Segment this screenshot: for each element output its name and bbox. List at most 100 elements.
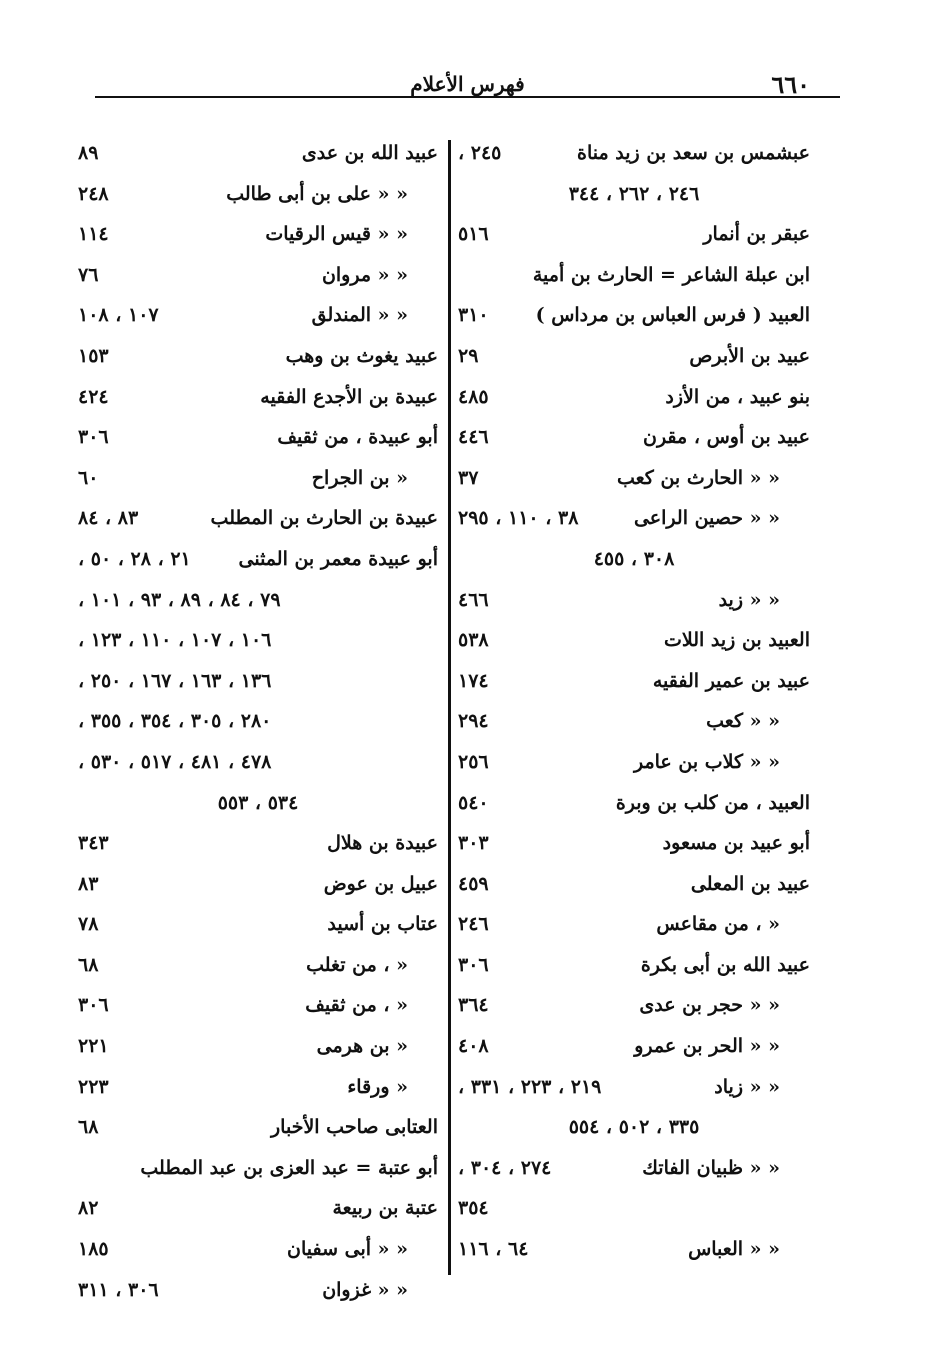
page-references: ٣٤٣	[78, 832, 109, 855]
entry-name: العبيد ( فرس العباس بن مرداس )	[535, 304, 810, 327]
index-continuation-line: ٣٥٤	[458, 1188, 810, 1229]
entry-name: عبيدة بن هلال	[327, 832, 438, 855]
page-references: ٤٤٦	[458, 426, 489, 449]
entry-name: « « قيس الرقيات	[265, 223, 408, 246]
entry-name: عتبة بن ربيعة	[332, 1197, 438, 1220]
entry-name: « « زياد	[714, 1075, 780, 1098]
index-entry: « « زيد ٤٦٦	[458, 580, 810, 621]
page-references: ٣٠٦	[458, 953, 489, 976]
entry-name: « « حجر بن عدى	[639, 994, 780, 1017]
page-references: ٤٨٥	[458, 385, 489, 408]
index-continuation-line: ٧٩ ، ٨٤ ، ٨٩ ، ٩٣ ، ١٠١ ،	[78, 580, 438, 621]
entry-name: « « حصين الراعى	[633, 507, 780, 530]
entry-name: « « أبى سفيان	[286, 1238, 408, 1261]
index-entry: عتبة بن ربيعة ٨٢	[78, 1188, 438, 1229]
page-references: ٨٣	[78, 872, 99, 895]
column-divider	[448, 140, 451, 1275]
header-rule	[95, 96, 840, 98]
entry-name: أبو عبيدة معمر بن المثنى	[238, 547, 439, 570]
entry-name: « « زيد	[718, 588, 780, 611]
index-continuation-line: ٥٣٤ ، ٥٥٣	[78, 783, 438, 824]
index-entry: ابن عبلة الشاعر = الحارث بن أمية	[458, 255, 810, 296]
running-header: ٦٦٠ فهرس الأعلام	[95, 70, 840, 99]
index-entry: « بن هرمى ٢٢١	[78, 1026, 438, 1067]
page-references: ٣٠٨ ، ٤٥٥	[593, 547, 675, 570]
entry-name: « « المندلق	[311, 304, 408, 327]
entry-name: عبيد بن عمير الفقيه	[652, 669, 810, 692]
entry-name: عبيد الله بن عدى	[301, 142, 438, 164]
entry-name: عبيدة بن الحارث بن المطلب	[210, 507, 438, 530]
index-entry: عبيل بن عوض ٨٣	[78, 864, 438, 905]
index-entry: « « زياد ٢١٩ ، ٢٢٣ ، ٣٣١ ،	[458, 1067, 810, 1108]
index-entry: عتاب بن أسيد ٧٨	[78, 904, 438, 945]
page-references: ٧٦	[78, 263, 99, 286]
index-continuation-line: ٢٨٠ ، ٣٠٥ ، ٣٥٤ ، ٣٥٥ ،	[78, 701, 438, 742]
page-references: ٦٨	[78, 1116, 99, 1139]
index-entry: « « حجر بن عدى ٣٦٤	[458, 985, 810, 1026]
entry-name: عتاب بن أسيد	[327, 913, 438, 936]
page-references: ٣٣٥ ، ٥٠٢ ، ٥٥٤	[568, 1116, 700, 1139]
index-entry: بنو عبيد ، من الأزد ٤٨٥	[458, 377, 810, 418]
index-entry: عبيد الله بن عدى ٨٩	[78, 133, 438, 174]
index-entry: « « كلاب بن عامر ٢٥٦	[458, 742, 810, 783]
page-references: ٢٩٤	[458, 710, 489, 733]
index-entry: العبيد بن زيد اللات ٥٣٨	[458, 620, 810, 661]
index-entry: عبيدة بن الحارث بن المطلب ٨٣ ، ٨٤	[78, 498, 438, 539]
page-references: ٨٩	[78, 142, 99, 164]
index-continuation-line: ٣٣٥ ، ٥٠٢ ، ٥٥٤	[458, 1107, 810, 1148]
entry-name: « « العباس	[688, 1238, 780, 1261]
right-column: عبشمس بن سعد بن زيد مناة ٢٤٥ ، ٢٤٦ ، ٢٦٢ ،…	[458, 133, 810, 1270]
page-references: ٢٤٦	[458, 913, 489, 936]
index-continuation-line: ٣٠٨ ، ٤٥٥	[458, 539, 810, 580]
page-references: ٣٠٦	[78, 426, 109, 449]
page-references: ١٣٦ ، ١٦٣ ، ١٦٧ ، ٢٥٠ ،	[78, 669, 272, 692]
page-references: ٥٣٤ ، ٥٥٣	[217, 791, 299, 814]
index-entry: « « غزوان ٣٠٦ ، ٣١١	[78, 1270, 438, 1311]
page-references: ٥٣٨	[458, 629, 489, 652]
index-entry: عبيدة بن هلال ٣٤٣	[78, 823, 438, 864]
entry-name: عبيل بن عوض	[323, 872, 438, 895]
index-entry: أبو عبيدة ، من ثقيف ٣٠٦	[78, 417, 438, 458]
page-references: ٢١٩ ، ٢٢٣ ، ٣٣١ ،	[458, 1075, 602, 1098]
entry-name: عبشمس بن سعد بن زيد مناة	[577, 142, 810, 164]
page-references: ٨٣ ، ٨٤	[78, 507, 139, 530]
page-references: ٢٤٦ ، ٢٦٢ ، ٣٤٤	[568, 182, 700, 205]
page-references: ٣٠٦	[78, 994, 109, 1017]
page-references: ٢٥٦	[458, 750, 489, 773]
index-entry: عبشمس بن سعد بن زيد مناة ٢٤٥ ،	[458, 133, 810, 174]
entry-name: العتابى صاحب الأخبار	[271, 1116, 438, 1139]
page-references: ٧٨	[78, 913, 99, 936]
page-references: ٥١٦	[458, 223, 489, 246]
page-references: ٤٦٦	[458, 588, 489, 611]
index-entry: عبيد بن المعلى ٤٥٩	[458, 864, 810, 905]
index-entry: « « أبى سفيان ١٨٥	[78, 1229, 438, 1270]
page-references: ٣٨ ، ١١٠ ، ٢٩٥	[458, 507, 579, 530]
index-entry: « ، من تغلب ٦٨	[78, 945, 438, 986]
index-continuation-line: ١٠٦ ، ١٠٧ ، ١١٠ ، ١٢٣ ،	[78, 620, 438, 661]
entry-name: عبيد يغوث بن وهب	[285, 344, 438, 367]
page-references: ٣٥٤	[458, 1197, 489, 1220]
index-entry: أبو عتبة = عبد العزى بن عبد المطلب	[78, 1148, 438, 1189]
index-entry: « « العباس ٦٤ ، ١١٦	[458, 1229, 810, 1270]
index-entry: « « ظبيان الفاتك ٢٧٤ ، ٣٠٤ ،	[458, 1148, 810, 1189]
page-references: ٢٤٨	[78, 182, 109, 205]
index-entry: عبيد يغوث بن وهب ١٥٣	[78, 336, 438, 377]
index-entry: أبو عبيدة معمر بن المثنى ٢١ ، ٢٨ ، ٥٠ ،	[78, 539, 438, 580]
index-entry: عبيد بن عمير الفقيه ١٧٤	[458, 661, 810, 702]
index-entry: « « المندلق ١٠٧ ، ١٠٨	[78, 295, 438, 336]
page-references: ١٧٤	[458, 669, 489, 692]
entry-name: « بن هرمى	[316, 1035, 408, 1058]
page-references: ٥٤٠	[458, 791, 489, 814]
entry-name: عبقر بن أنمار	[703, 223, 810, 246]
index-entry: « « مروان ٧٦	[78, 255, 438, 296]
entry-name: عبيد بن المعلى	[690, 872, 810, 895]
index-entry: « « قيس الرقيات ١١٤	[78, 214, 438, 255]
page-references: ٧٩ ، ٨٤ ، ٨٩ ، ٩٣ ، ١٠١ ،	[78, 588, 281, 611]
entry-name: « ، من تغلب	[306, 953, 408, 976]
index-entry: « « الحارث بن كعب ٣٧	[458, 458, 810, 499]
entry-name: « ورقاء	[347, 1075, 408, 1098]
entry-name: « « مروان	[321, 263, 408, 286]
entry-name: العبيد بن زيد اللات	[664, 629, 810, 652]
page-references: ٢٩	[458, 344, 479, 367]
page-references: ٢٨٠ ، ٣٠٥ ، ٣٥٤ ، ٣٥٥ ،	[78, 710, 272, 733]
